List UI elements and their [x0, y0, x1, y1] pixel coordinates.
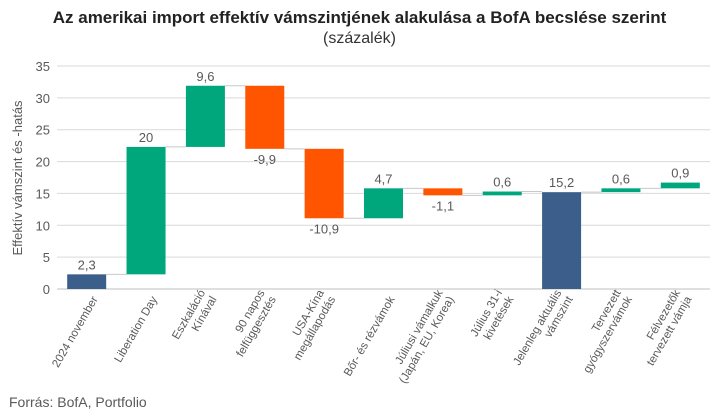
- y-tick-label: 10: [36, 218, 50, 233]
- y-axis-ticks: 0 5 10 15 20 25 30 35: [36, 59, 50, 297]
- value-label: 2,3: [78, 257, 96, 272]
- category-label: Július 31-ikivetések: [469, 288, 517, 346]
- value-label: -1,1: [432, 198, 454, 213]
- bar-1: [67, 274, 107, 289]
- bar-6: [364, 188, 403, 219]
- value-label: -9,9: [254, 152, 276, 167]
- bar-2: [126, 146, 166, 275]
- category-label: Jelenleg aktuálisvámszint: [511, 287, 576, 374]
- category-label: Liberation Day: [113, 294, 161, 364]
- y-tick-label: 35: [36, 59, 50, 74]
- bar-3: [185, 85, 225, 147]
- value-label: 20: [139, 130, 153, 145]
- y-tick-label: 30: [36, 91, 50, 106]
- category-label: Júliusi vámalkuk(Japán, EU, Korea): [386, 288, 457, 386]
- chart-subtitle: (százalék): [323, 30, 396, 47]
- value-label: 9,6: [196, 69, 214, 84]
- y-tick-label: 0: [43, 282, 50, 297]
- category-label: Tervezettgyógyszervámok: [570, 287, 635, 375]
- value-label: 0,6: [612, 171, 630, 186]
- value-label: -10,9: [309, 221, 339, 236]
- gridlines: [57, 65, 710, 290]
- source-note: Forrás: BofA, Portfolio: [9, 394, 147, 410]
- category-label: 2024 november: [50, 294, 100, 369]
- category-label: Bőr- és rézvámok: [342, 294, 398, 378]
- bar-7: [423, 188, 463, 196]
- y-tick-label: 25: [36, 123, 50, 138]
- y-tick-label: 15: [36, 186, 50, 201]
- value-labels: 2,3 20 9,6 -9,9 -10,9 4,7 -1,1 0,6 15,2 0,6 0,9: [78, 69, 690, 273]
- bar-5: [304, 148, 344, 219]
- bar-4: [245, 85, 285, 149]
- y-axis-label: Effektív vámszint és -hatás: [10, 100, 25, 256]
- value-label: 0,9: [671, 166, 689, 181]
- category-labels: 2024 november Liberation Day EszkalációKín…: [50, 287, 694, 385]
- y-tick-label: 5: [43, 250, 50, 265]
- chart-title: Az amerikai import effektív vámszintjéne…: [52, 8, 667, 27]
- value-label: 4,7: [374, 171, 392, 186]
- value-label: 0,6: [493, 175, 511, 190]
- bar-10: [601, 188, 641, 193]
- bar-11: [660, 182, 700, 189]
- bar-8: [482, 191, 522, 196]
- category-label: USA-Kínamegállapodás: [281, 287, 339, 362]
- connector-lines: [106, 85, 661, 275]
- bar-9: [542, 192, 582, 289]
- value-label: 15,2: [549, 175, 574, 190]
- y-tick-label: 20: [36, 155, 50, 170]
- category-label: Félvezetőktervezett vámja: [634, 287, 695, 368]
- category-label: 90 naposfelfüggesztés: [223, 288, 279, 359]
- category-label: EszkalációKínával: [170, 288, 219, 348]
- bars: [67, 85, 700, 289]
